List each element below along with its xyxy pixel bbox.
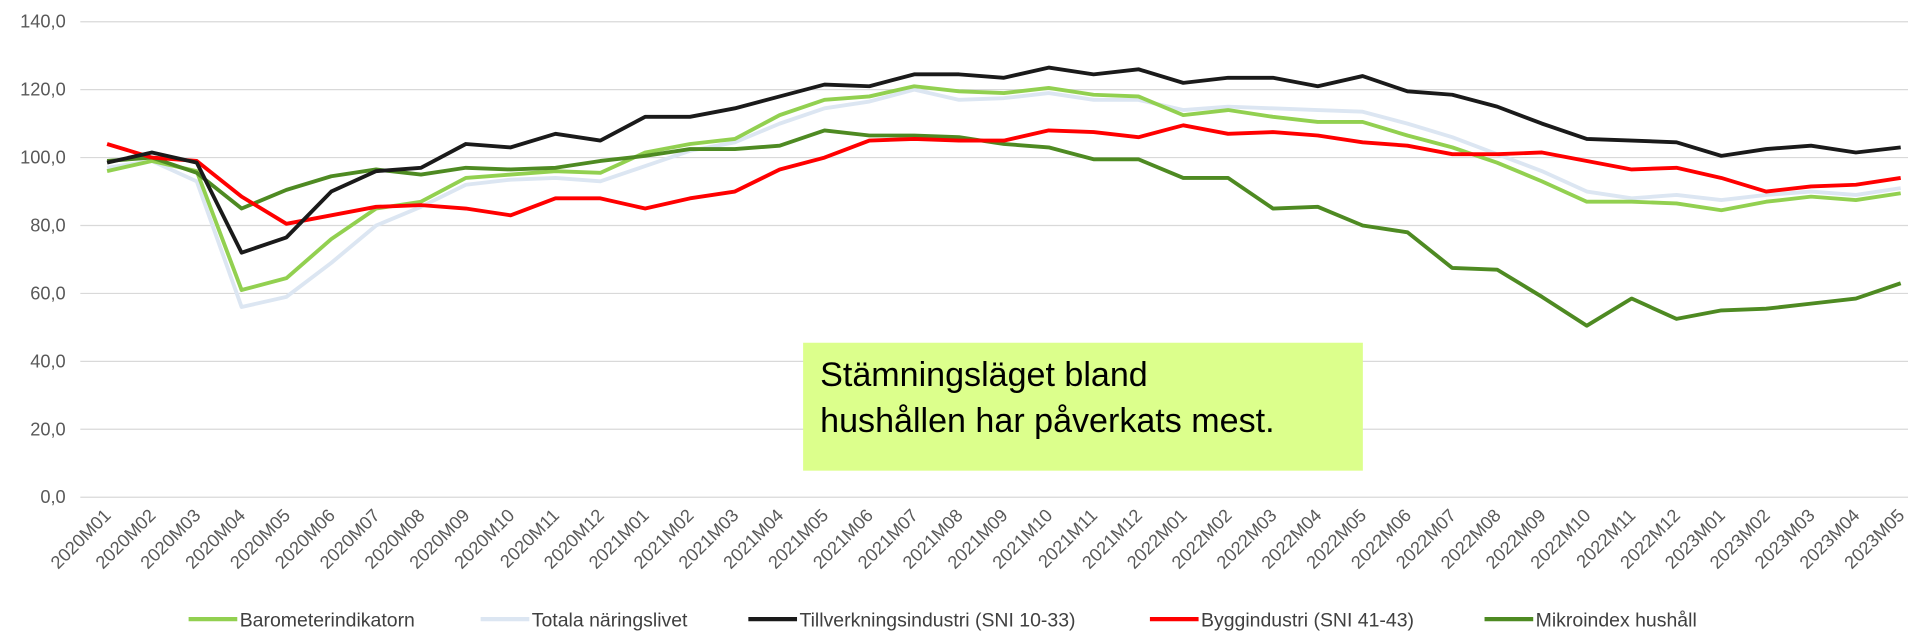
series-line [106, 65, 1901, 255]
plot [106, 65, 1902, 328]
legend-label: Tillverkningsindustri (SNI 10-33) [799, 609, 1075, 631]
annotation-box [803, 342, 1363, 471]
y-tick-label: 60,0 [30, 284, 65, 304]
series-line [106, 87, 1901, 309]
y-tick-label: 120,0 [20, 80, 66, 100]
annotation-text: Stämningsläget bland [820, 356, 1148, 394]
y-tick-label: 40,0 [30, 351, 65, 371]
y-tick-label: 100,0 [20, 148, 66, 168]
legend-label: Barometerindikatorn [240, 609, 415, 631]
y-tick-label: 80,0 [30, 216, 65, 236]
annotation: Stämningsläget bland hushållen har påverk… [803, 342, 1363, 471]
legend-label: Totala näringslivet [532, 609, 688, 631]
legend: Barometerindikatorn Totala näringslivet Ti… [188, 609, 1697, 631]
legend-label: Mikroindex hushåll [1536, 609, 1697, 631]
series-line [106, 84, 1901, 292]
y-tick-label: 140,0 [20, 12, 66, 32]
legend-label: Byggindustri (SNI 41-43) [1201, 609, 1414, 631]
series-line [106, 123, 1901, 226]
annotation-text: hushållen har påverkats mest. [820, 402, 1274, 440]
series-line [106, 128, 1902, 328]
y-tick-label: 20,0 [30, 419, 65, 439]
axes: 0,020,040,060,080,0100,0120,0140,02020M0… [20, 12, 1908, 573]
y-tick-label: 0,0 [40, 487, 65, 507]
